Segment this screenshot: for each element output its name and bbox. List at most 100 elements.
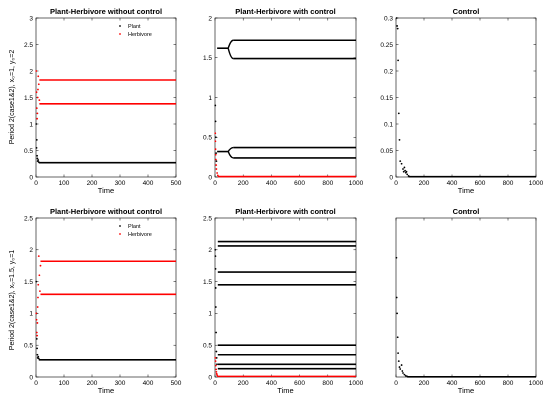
x-axis-label: Time (277, 386, 293, 395)
data-point (215, 152, 218, 155)
data-point (214, 148, 217, 151)
legend-marker (119, 25, 121, 27)
data-point (215, 168, 218, 170)
data-point (35, 331, 38, 334)
legend-marker (119, 33, 121, 35)
y-tick-label: 0.05 (380, 148, 393, 155)
data-point (38, 274, 41, 277)
data-point (398, 366, 401, 368)
x-tick-label: 600 (294, 380, 305, 387)
y-tick-label: 0 (208, 374, 212, 381)
y-tick-label: 1 (208, 95, 212, 102)
data-point (36, 112, 39, 115)
branch-split-curve (227, 151, 234, 159)
legend-marker (119, 233, 121, 235)
data-point (400, 162, 403, 165)
data-point (36, 334, 39, 337)
data-point (214, 248, 217, 251)
x-tick-label: 600 (475, 180, 486, 187)
y-tick-label: 2.5 (24, 215, 33, 222)
x-axis-label: Time (98, 186, 114, 195)
series-1 (395, 17, 536, 178)
x-tick-label: 400 (266, 180, 277, 187)
y-tick-label: 1 (29, 311, 33, 318)
x-tick-label: 600 (475, 380, 486, 387)
data-point (399, 368, 402, 370)
x-tick-label: 200 (87, 180, 98, 187)
x-tick-label: 1000 (349, 380, 364, 387)
data-point (395, 256, 398, 259)
y-tick-label: 1.5 (24, 279, 33, 286)
y-tick-label: 2 (208, 247, 212, 254)
plot-frame (214, 17, 357, 178)
x-tick-label: 100 (59, 180, 70, 187)
series-1 (214, 39, 356, 163)
legend-entry: Plant (128, 224, 141, 230)
y-tick-label: 0.2 (384, 68, 393, 75)
data-point (215, 371, 218, 373)
data-point (400, 364, 403, 366)
data-point (35, 107, 38, 109)
data-point (395, 296, 398, 299)
x-tick-label: 800 (322, 180, 333, 187)
x-tick-label: 1000 (529, 180, 544, 187)
data-point (402, 372, 404, 374)
panel-title: Plant-Herbivore with control (235, 207, 335, 216)
y-tick-label: 0.5 (24, 343, 33, 350)
x-tick-label: 300 (115, 180, 126, 187)
y-tick-label: 0 (208, 174, 212, 181)
x-tick-label: 800 (503, 380, 514, 387)
data-point (215, 164, 218, 166)
legend-entry: Plant (128, 24, 141, 30)
y-tick-label: 1.5 (203, 279, 212, 286)
x-tick-label: 800 (503, 180, 514, 187)
data-point (35, 70, 38, 72)
data-point (35, 280, 38, 283)
data-point (37, 255, 40, 258)
x-tick-label: 0 (394, 380, 398, 387)
data-point (36, 322, 39, 324)
x-tick-label: 200 (419, 180, 430, 187)
data-point (404, 169, 406, 172)
y-tick-label: 2 (208, 15, 212, 22)
data-point (396, 25, 399, 27)
y-tick-label: 0 (389, 174, 393, 181)
data-point (35, 123, 38, 125)
data-point (396, 27, 399, 30)
data-point (214, 158, 217, 161)
data-point (396, 336, 399, 339)
series-1 (214, 240, 356, 370)
data-point (36, 154, 39, 157)
row-label-top: Period 2(case1&2), x₀=1, y₀=2 (9, 50, 16, 145)
x-tick-label: 600 (294, 180, 305, 187)
legend-marker (119, 225, 121, 227)
data-point (215, 368, 218, 371)
data-point (39, 290, 41, 293)
x-tick-label: 0 (34, 380, 38, 387)
panel-title: Plant-Herbivore without control (50, 207, 162, 216)
data-point (37, 159, 40, 161)
data-point (399, 160, 402, 163)
panel-title: Control (453, 7, 480, 16)
panel-title: Control (453, 207, 480, 216)
plot-frame (35, 217, 177, 378)
data-point (395, 17, 398, 19)
data-point (216, 374, 219, 376)
data-point (214, 357, 217, 359)
legend-entry: Herbivore (128, 32, 152, 38)
legend: Plant Herbivore (119, 224, 152, 238)
data-point (37, 296, 39, 299)
data-point (397, 112, 400, 115)
x-tick-label: 0 (34, 180, 38, 187)
data-point (402, 168, 404, 170)
data-point (398, 139, 401, 141)
y-tick-label: 1 (208, 311, 212, 318)
plot-frame (395, 17, 537, 178)
x-tick-label: 400 (447, 380, 458, 387)
x-tick-label: 400 (447, 180, 458, 187)
panel-6: Control 0 200 400 600 800 1000 Time (394, 207, 543, 395)
x-tick-label: 800 (322, 380, 333, 387)
data-point (215, 331, 218, 334)
data-point (37, 357, 40, 360)
